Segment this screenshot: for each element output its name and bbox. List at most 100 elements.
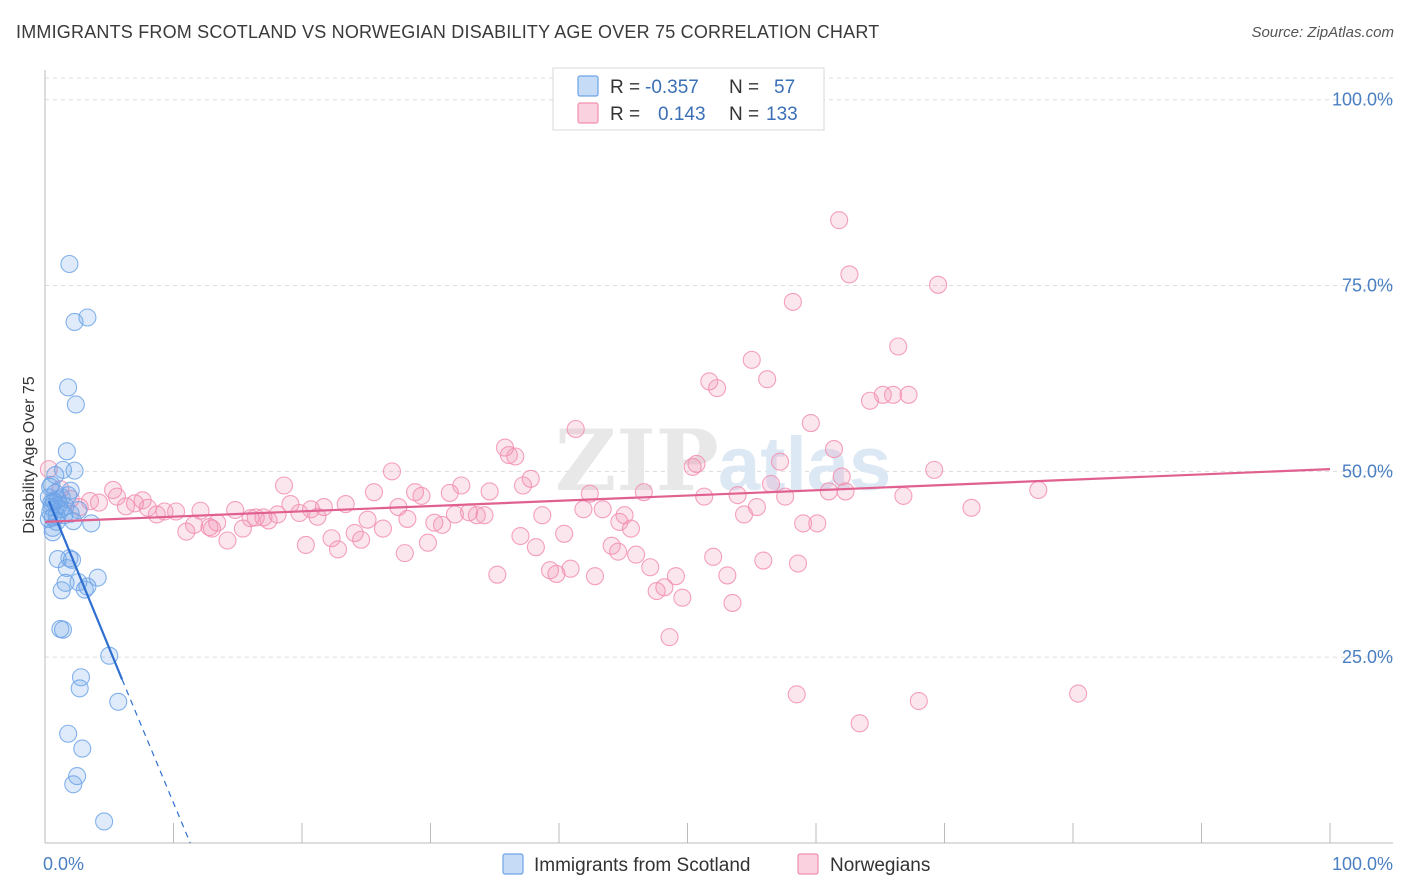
norwegians-point-75 [593,500,612,519]
legend-n-value-scotland: 57 [774,77,795,98]
legend-box: R = -0.357 N = 57 R = 0.143 N = 133 [552,67,825,131]
bottom-legend-label-norwegians: Norwegians [830,855,930,876]
norwegians-point-85 [660,628,679,647]
y-tick-label-0: 25.0% [1342,647,1393,667]
norwegians-point-120 [909,691,928,711]
bottom-legend-swatch-norwegians [797,853,819,875]
scotland-point-55 [42,493,61,512]
legend-swatch-norwegians [577,102,599,124]
norwegians-point-118 [889,337,908,356]
scotland-point-17 [65,461,84,480]
norwegians-point-84 [655,578,674,597]
norwegians-point-15 [177,522,196,541]
scotland-point-23 [60,254,79,274]
chart-title: IMMIGRANTS FROM SCOTLAND VS NORWEGIAN DI… [16,22,880,42]
norwegians-point-119 [899,385,918,404]
norwegians-point-108 [819,482,838,501]
norwegians-point-59 [488,565,507,584]
scotland-point-24 [82,514,101,533]
norwegians-point-132 [395,544,414,563]
legend-r-label-scotland: R = [610,77,640,98]
legend-n-label-scotland: N = [729,77,759,98]
norwegians-point-51 [433,515,452,534]
norwegians-point-129 [704,547,723,566]
norwegians-point-106 [801,414,820,433]
norwegians-point-20 [208,513,227,532]
norwegians-point-34 [308,507,327,526]
norwegians-point-42 [364,483,384,502]
scotland-point-20 [66,395,85,414]
norwegians-point-64 [521,469,540,488]
scotland-point-19 [59,378,78,397]
norwegians-point-114 [850,714,869,733]
tick-labels: 25.0% 50.0% 75.0% 100.0% 0.0% 100.0% [43,90,1393,874]
scotland-point-18 [57,442,76,461]
bottom-legend-swatch-scotland [502,853,524,875]
norwegians-point-98 [747,497,766,517]
norwegians-point-61 [499,445,518,465]
y-tick-label-2: 75.0% [1342,276,1393,296]
norwegians-point-127 [894,486,913,505]
norwegians-point-68 [547,564,566,583]
norwegians-point-66 [533,506,552,525]
scotland-point-44 [109,692,128,711]
norwegians-point-100 [758,370,777,389]
norwegians-point-99 [754,551,773,570]
norwegians-point-94 [723,593,742,612]
norwegians-point-62 [506,447,525,466]
norwegians-point-71 [566,419,585,439]
norwegians-point-101 [770,452,790,471]
trend-lines [44,468,1331,844]
norwegians-point-90 [695,487,714,506]
watermark: ZIP atlas [555,411,891,510]
source-label: Source: ZipAtlas.com [1251,24,1394,41]
norwegians-point-109 [824,440,844,459]
norwegians-point-65 [526,538,545,557]
scotland-point-45 [59,724,78,743]
data-points [39,211,1088,831]
scotland-point-22 [78,308,97,327]
norwegians-point-49 [418,533,437,552]
watermark-zip: ZIP [555,411,719,510]
norwegians-point-23 [233,519,252,538]
norwegians-point-41 [358,510,377,529]
legend-n-value-norwegians: 133 [766,104,798,125]
scotland-point-46 [73,739,92,758]
scotland-point-56 [61,481,80,500]
norwegians-point-40 [352,530,371,549]
norwegians-point-95 [728,486,747,505]
scotland-point-32 [56,573,75,592]
legend-r-label-norwegians: R = [610,104,640,125]
norwegians-point-37 [328,540,348,559]
y-tick-label-1: 50.0% [1342,461,1393,481]
norwegians-point-57 [475,506,494,525]
norwegians-point-80 [627,545,646,564]
bottom-legend-label-scotland: Immigrants from Scotland [534,855,750,876]
norwegians-point-70 [561,559,580,578]
legend-r-value-scotland: -0.357 [645,77,699,98]
x-tick-label-max: 100.0% [1332,854,1393,874]
grid-lines [45,77,1393,658]
norwegians-point-86 [666,567,685,586]
scotland-point-26 [41,477,60,497]
norwegians-point-117 [884,385,903,404]
norwegians-point-77 [609,542,628,561]
axes [44,70,1393,844]
norwegians-point-44 [382,462,402,481]
norwegians-point-36 [322,529,341,548]
norwegians-point-113 [840,265,859,284]
norwegians-point-93 [718,566,737,585]
norwegians-point-32 [296,535,315,554]
norwegians-point-56 [467,506,486,525]
norwegians-point-63 [513,476,533,495]
norwegians-trend-line [44,468,1331,524]
scotland-point-40 [53,620,73,639]
bottom-legend: Immigrants from Scotland Norwegians [502,853,930,876]
norwegians-point-126 [962,498,981,517]
norwegians-point-128 [761,474,781,494]
norwegians-point-131 [511,526,530,546]
norwegians-point-58 [480,482,499,501]
norwegians-point-35 [314,497,333,517]
x-tick-label-min: 0.0% [43,854,84,874]
norwegians-point-5 [89,493,109,512]
